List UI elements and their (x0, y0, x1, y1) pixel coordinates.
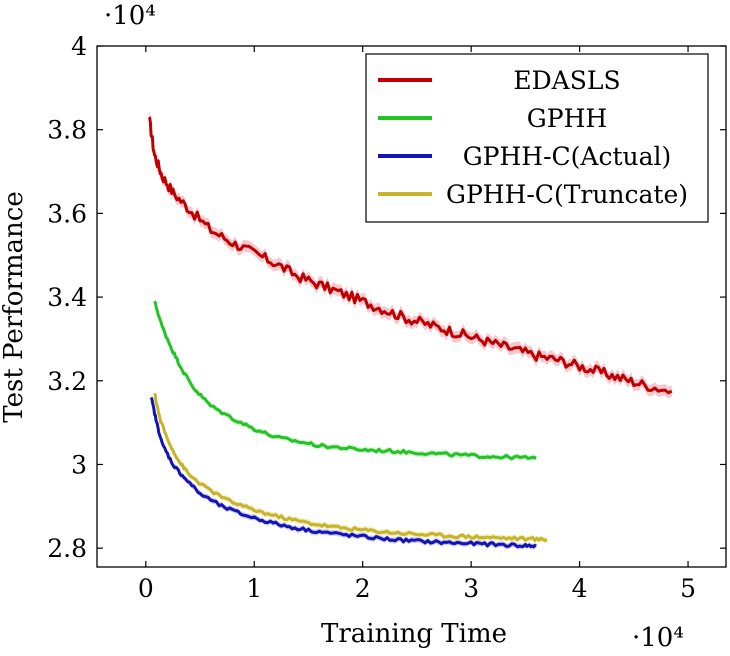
series-line-edasls (147, 116, 673, 395)
y-tick-label: 2.8 (47, 534, 87, 563)
series-line-gphh-c-actual- (149, 396, 537, 549)
x-tick-labels: 0 1 2 3 4 5 (138, 574, 696, 603)
axis-ticks (97, 45, 726, 567)
series-lines (147, 116, 673, 549)
y-tick-label: 3 (71, 450, 87, 479)
band-edasls (149, 111, 672, 399)
y-tick-labels: 2.8 3 3.2 3.4 3.6 3.8 4 (47, 32, 87, 563)
legend-label: GPHH (527, 104, 607, 133)
x-tick-label: 2 (355, 574, 371, 603)
series-line-gphh-c-truncate- (153, 392, 548, 542)
legend-label: GPHH-C(Truncate) (446, 180, 688, 209)
x-tick-label: 3 (463, 574, 479, 603)
y-tick-label: 4 (71, 32, 87, 61)
y-tick-label: 3.2 (47, 367, 87, 396)
x-axis-label: Training Time (321, 619, 507, 649)
band-gphh (154, 298, 537, 462)
x-tick-label: 5 (680, 574, 696, 603)
y-multiplier: ·10⁴ (104, 1, 156, 31)
legend-label: GPHH-C(Actual) (463, 142, 672, 171)
legend-label: EDASLS (513, 66, 620, 95)
y-axis-label: Test Performance (0, 191, 29, 422)
x-tick-label: 4 (572, 574, 588, 603)
y-tick-label: 3.4 (47, 283, 87, 312)
confidence-bands (149, 111, 672, 550)
y-tick-label: 3.8 (47, 116, 87, 145)
plot-frame (96, 45, 727, 568)
band-gphh-c-truncate- (154, 390, 548, 544)
x-multiplier: ·10⁴ (632, 623, 684, 653)
legend: EDASLS GPHH GPHH-C(Actual) GPHH-C(Truncate) (365, 53, 709, 223)
y-tick-label: 3.6 (47, 199, 87, 228)
x-tick-label: 0 (138, 574, 154, 603)
x-tick-label: 1 (246, 574, 262, 603)
series-line-gphh (153, 300, 537, 461)
